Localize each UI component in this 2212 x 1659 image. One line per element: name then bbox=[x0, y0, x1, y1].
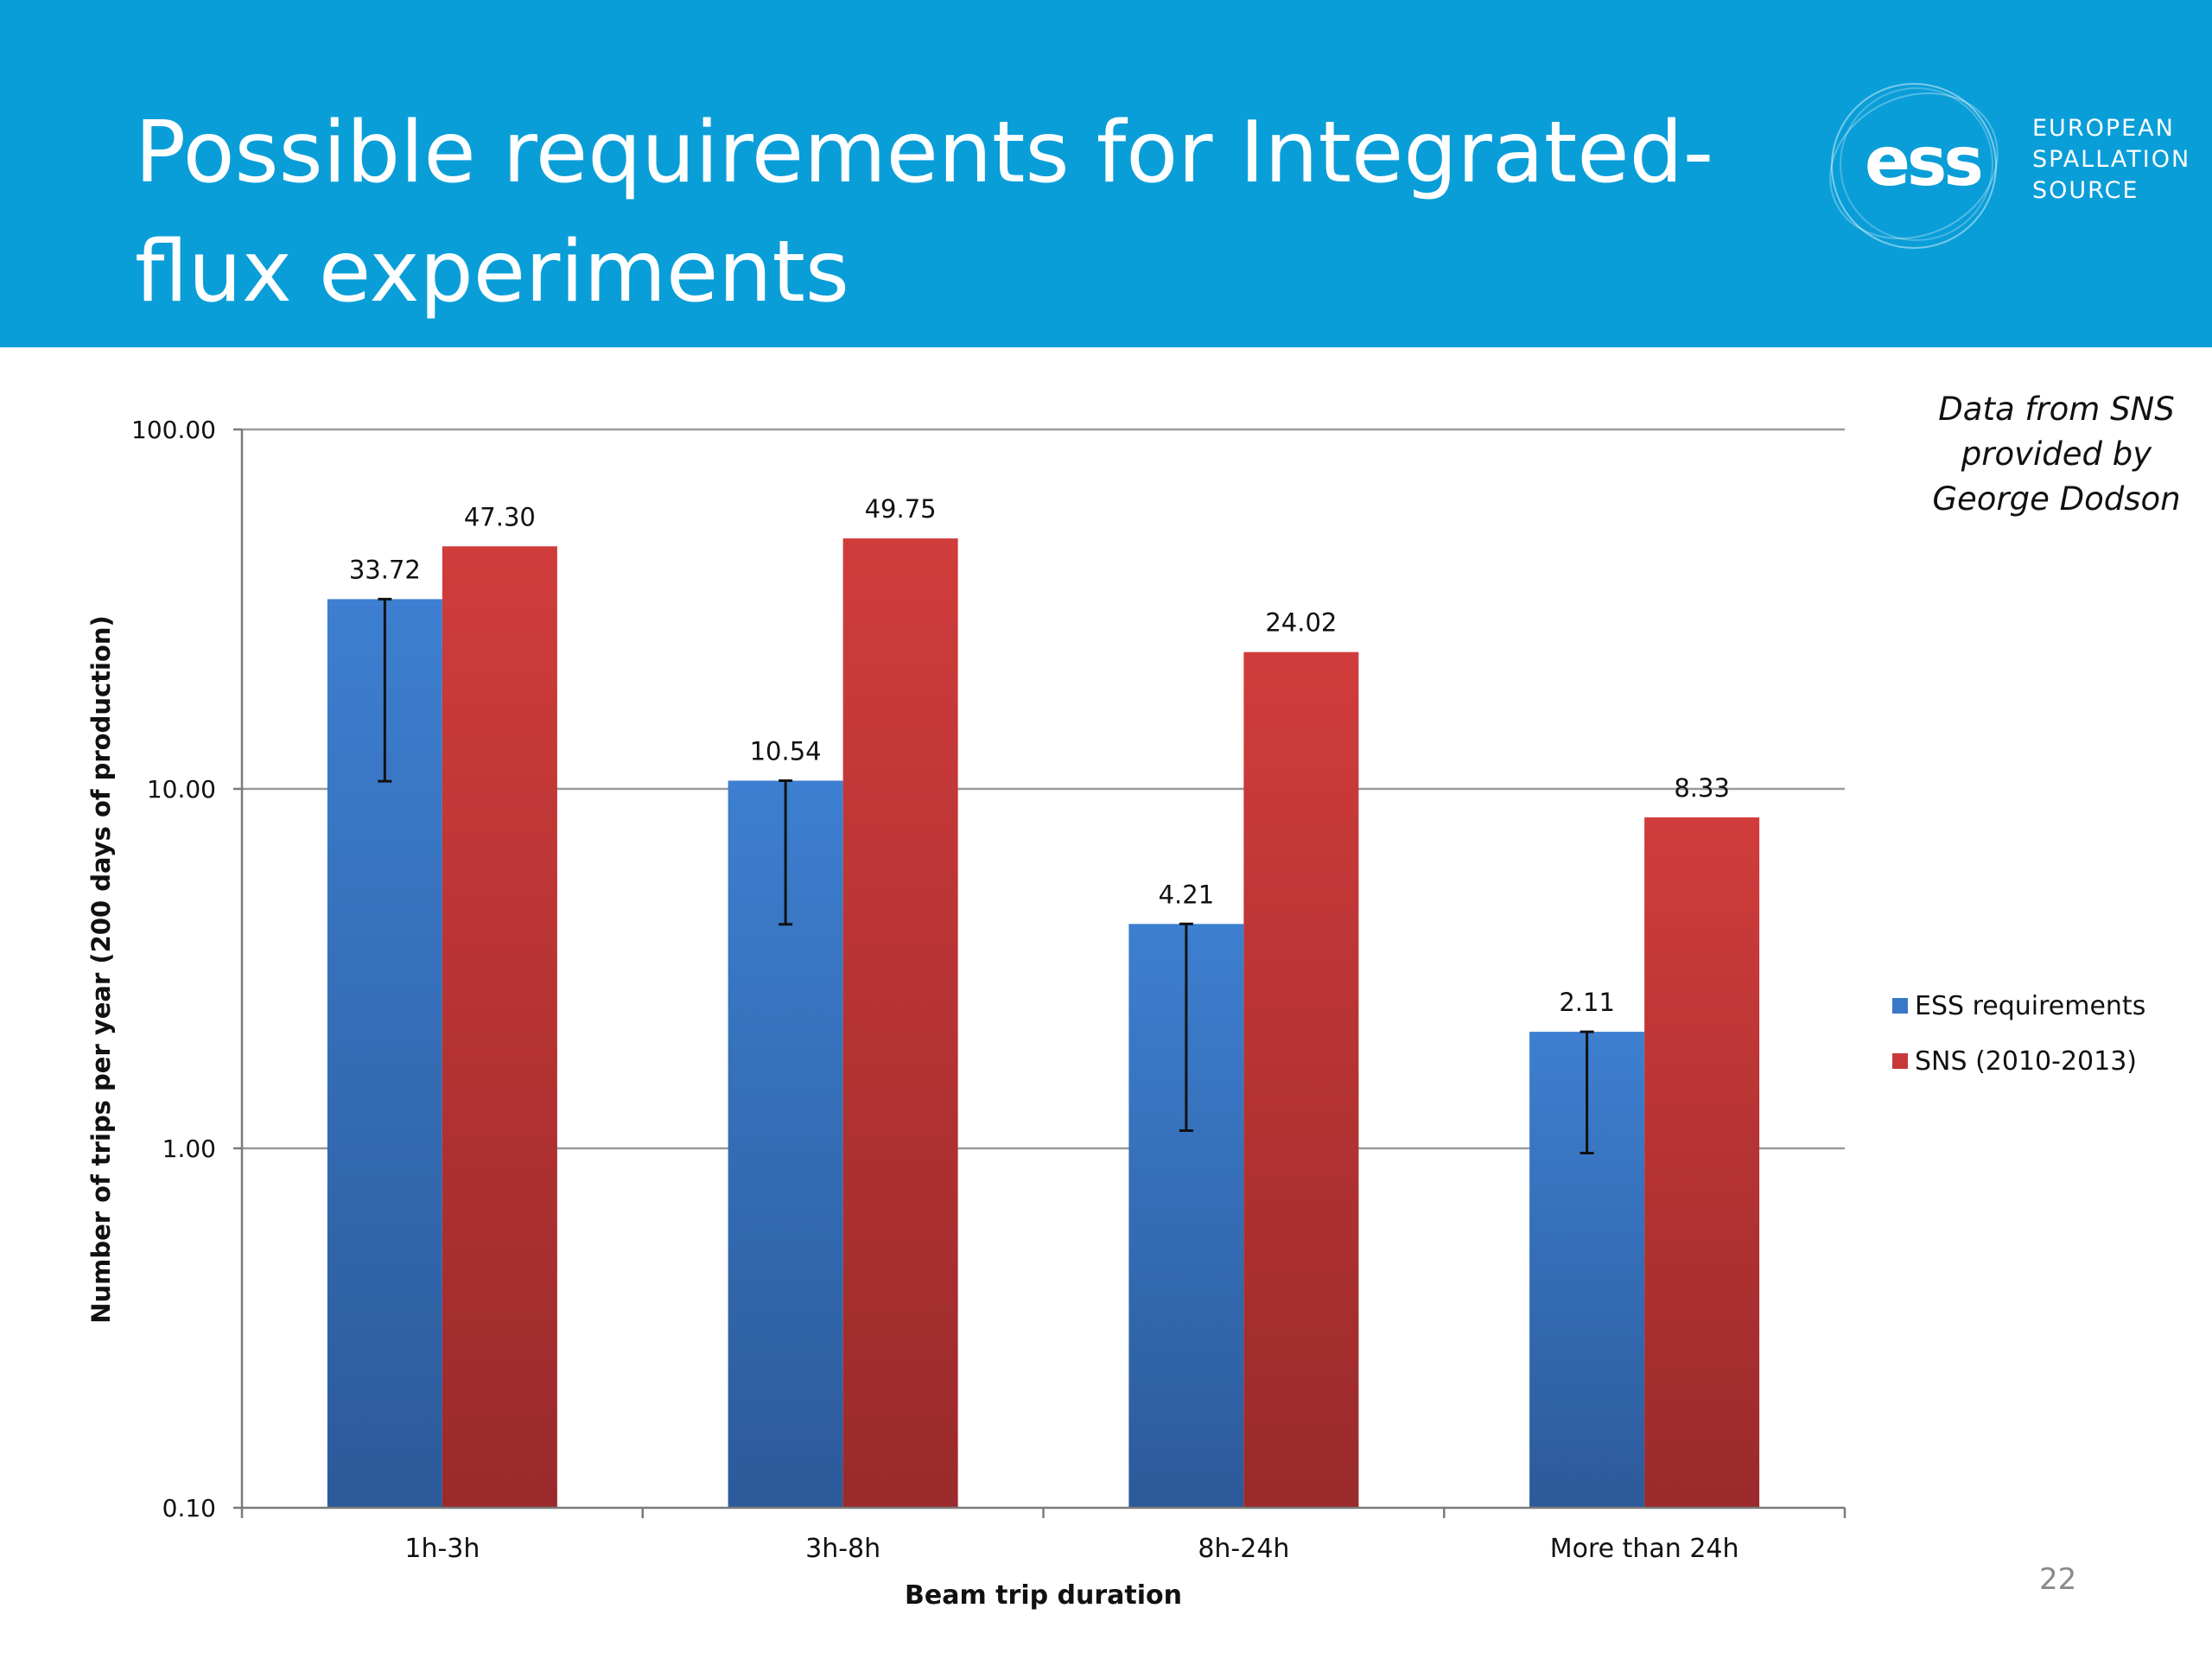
bar-sns bbox=[842, 538, 958, 1509]
y-axis-title: Number of trips per year (200 days of pr… bbox=[86, 615, 116, 1324]
bar-sns bbox=[442, 546, 557, 1508]
logo-wordmark: ess bbox=[1865, 124, 1980, 201]
x-tick-label: 1h-3h bbox=[404, 1534, 480, 1564]
legend-label-ess: ESS requirements bbox=[1915, 990, 2146, 1021]
legend-swatch-ess bbox=[1892, 998, 1908, 1014]
data-source-note: Data from SNS provided by George Dodson bbox=[1932, 391, 2181, 518]
legend-item-ess: ESS requirements bbox=[1892, 978, 2145, 1033]
logo-line-2: SPALLATION bbox=[2032, 146, 2191, 173]
chart-legend: ESS requirements SNS (2010-2013) bbox=[1892, 978, 2145, 1089]
slide-header bbox=[0, 0, 2212, 347]
x-axis-title: Beam trip duration bbox=[905, 1580, 1182, 1611]
page-number: 22 bbox=[2039, 1562, 2077, 1597]
y-tick-label: 1.00 bbox=[162, 1135, 216, 1163]
data-label: 4.21 bbox=[1159, 880, 1215, 909]
x-tick-label: More than 24h bbox=[1550, 1534, 1739, 1564]
y-tick-label: 100.00 bbox=[131, 416, 216, 444]
data-label: 8.33 bbox=[1674, 773, 1730, 803]
data-label: 10.54 bbox=[750, 736, 822, 766]
data-label: 47.30 bbox=[464, 502, 536, 531]
y-tick-label: 10.00 bbox=[147, 775, 216, 804]
legend-item-sns: SNS (2010-2013) bbox=[1892, 1033, 2145, 1089]
logo-text: EUROPEAN SPALLATION SOURCE bbox=[2032, 113, 2190, 207]
legend-swatch-sns bbox=[1892, 1053, 1908, 1069]
logo-line-3: SOURCE bbox=[2032, 177, 2139, 204]
ess-logo: ess bbox=[1829, 83, 1999, 249]
legend-label-sns: SNS (2010-2013) bbox=[1915, 1046, 2137, 1077]
x-tick-label: 3h-8h bbox=[805, 1534, 880, 1564]
slide-title: Possible requirements for Integrated-flu… bbox=[135, 104, 1714, 321]
bars bbox=[327, 538, 1760, 1509]
y-tick-label: 0.10 bbox=[162, 1494, 216, 1522]
data-label: 49.75 bbox=[865, 494, 937, 524]
labels: 0.10 1.00 10.00 100.00 1h-3h 33.72 47.30 3h-8h 1… bbox=[86, 416, 1739, 1611]
data-label: 33.72 bbox=[349, 555, 421, 584]
bar-sns bbox=[1243, 652, 1359, 1508]
data-label: 2.11 bbox=[1559, 988, 1615, 1017]
x-tick-label: 8h-24h bbox=[1198, 1534, 1289, 1564]
data-label: 24.02 bbox=[1265, 608, 1337, 638]
axes bbox=[233, 428, 1847, 1518]
logo-line-1: EUROPEAN bbox=[2032, 115, 2175, 142]
bar-sns bbox=[1644, 817, 1760, 1508]
